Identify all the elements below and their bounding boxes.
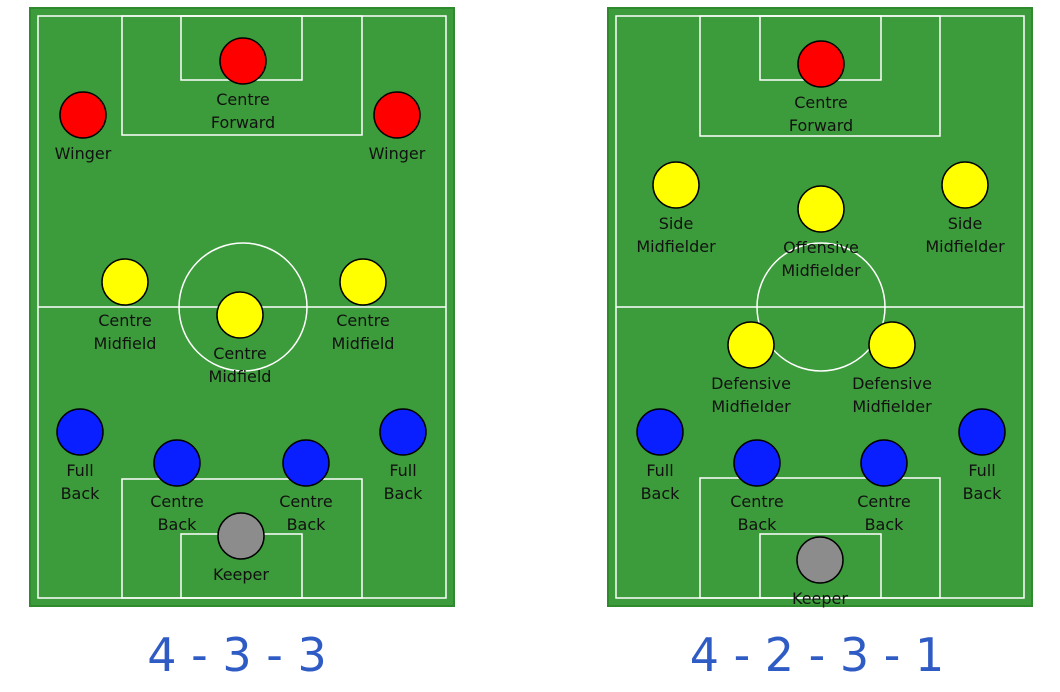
player-label: Centre	[213, 344, 267, 363]
player-forward: Centre Forward	[789, 40, 853, 135]
player-midfield: Defensive Midfielder	[711, 321, 791, 416]
midfield-marker	[339, 258, 387, 306]
player-midfield: Centre Midfield	[332, 258, 395, 353]
forward-marker	[797, 40, 845, 88]
defence-marker	[958, 408, 1006, 456]
player-midfield: Side Midfielder	[925, 161, 1005, 256]
player-label: Defensive	[711, 374, 791, 393]
player-label: Back	[963, 484, 1003, 503]
defence-marker	[636, 408, 684, 456]
player-forward: Centre Forward	[211, 37, 275, 132]
player-label: Offensive	[783, 238, 859, 257]
goal-area-bottom	[759, 533, 882, 599]
player-label: Full	[646, 461, 673, 480]
player-label: Forward	[789, 116, 853, 135]
player-label: Forward	[211, 113, 275, 132]
player-label: Midfield	[94, 334, 157, 353]
player-label: Defensive	[852, 374, 932, 393]
player-label: Centre	[794, 93, 848, 112]
player-label: Back	[865, 515, 905, 534]
player-label: Midfield	[332, 334, 395, 353]
player-defence: Full Back	[636, 408, 684, 503]
player-label: Centre	[216, 90, 270, 109]
player-label: Keeper	[213, 565, 269, 584]
player-label: Side	[659, 214, 694, 233]
midfield-marker	[652, 161, 700, 209]
player-label: Midfielder	[636, 237, 716, 256]
defence-marker	[282, 439, 330, 487]
player-keeper: Keeper	[213, 512, 269, 584]
player-defence: Centre Back	[279, 439, 333, 534]
player-label: Full	[389, 461, 416, 480]
player-defence: Full Back	[56, 408, 104, 503]
player-defence: Full Back	[958, 408, 1006, 503]
player-label: Winger	[369, 144, 426, 163]
player-label: Keeper	[792, 589, 848, 608]
forward-marker	[219, 37, 267, 85]
formation-2: Centre Forward Side Midfielder Offensive Midf…	[607, 7, 1033, 682]
centre-circle	[756, 242, 886, 372]
player-defence: Full Back	[379, 408, 427, 503]
player-label: Back	[158, 515, 198, 534]
player-label: Centre	[730, 492, 784, 511]
player-defence: Centre Back	[150, 439, 204, 534]
centre-circle	[178, 242, 308, 372]
player-midfield: Defensive Midfielder	[852, 321, 932, 416]
player-defence: Centre Back	[857, 439, 911, 534]
player-label: Back	[384, 484, 424, 503]
player-label: Midfield	[209, 367, 272, 386]
defence-marker	[153, 439, 201, 487]
player-label: Back	[287, 515, 327, 534]
player-label: Winger	[55, 144, 112, 163]
player-label: Full	[968, 461, 995, 480]
midfield-marker	[868, 321, 916, 369]
formation-caption: 4 - 2 - 3 - 1	[690, 628, 945, 682]
midfield-marker	[941, 161, 989, 209]
forward-marker	[59, 91, 107, 139]
player-midfield: Centre Midfield	[209, 291, 272, 386]
player-midfield: Offensive Midfielder	[781, 185, 861, 280]
player-label: Centre	[98, 311, 152, 330]
keeper-marker	[796, 536, 844, 584]
player-label: Centre	[150, 492, 204, 511]
player-midfield: Centre Midfield	[94, 258, 157, 353]
formation-caption: 4 - 3 - 3	[147, 628, 327, 682]
player-label: Full	[66, 461, 93, 480]
defence-marker	[733, 439, 781, 487]
player-label: Back	[641, 484, 681, 503]
player-label: Back	[738, 515, 778, 534]
player-label: Midfielder	[711, 397, 791, 416]
player-forward: Winger	[369, 91, 426, 163]
defence-marker	[56, 408, 104, 456]
player-defence: Centre Back	[730, 439, 784, 534]
midfield-marker	[101, 258, 149, 306]
player-label: Side	[948, 214, 983, 233]
player-midfield: Side Midfielder	[636, 161, 716, 256]
player-label: Midfielder	[852, 397, 932, 416]
defence-marker	[860, 439, 908, 487]
player-keeper: Keeper	[792, 536, 848, 608]
player-label: Back	[61, 484, 101, 503]
midfield-marker	[216, 291, 264, 339]
forward-marker	[373, 91, 421, 139]
player-label: Midfielder	[925, 237, 1005, 256]
player-label: Centre	[857, 492, 911, 511]
defence-marker	[379, 408, 427, 456]
midfield-marker	[797, 185, 845, 233]
player-label: Midfielder	[781, 261, 861, 280]
player-label: Centre	[336, 311, 390, 330]
keeper-marker	[217, 512, 265, 560]
player-forward: Winger	[55, 91, 112, 163]
midfield-marker	[727, 321, 775, 369]
player-label: Centre	[279, 492, 333, 511]
